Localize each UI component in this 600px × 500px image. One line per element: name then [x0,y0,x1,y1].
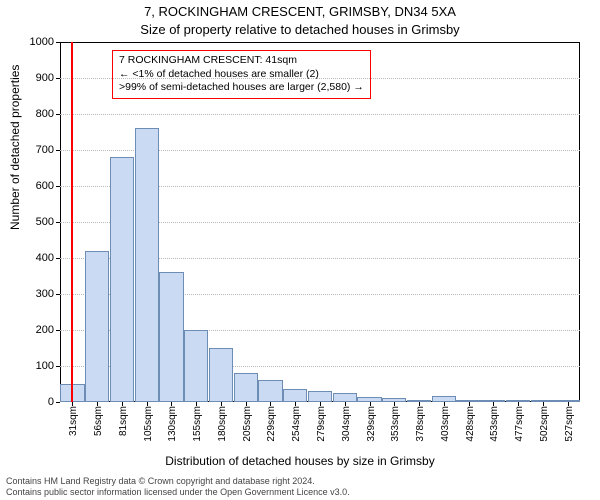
annotation-line: >99% of semi-detached houses are larger … [119,81,364,95]
x-tick-label: 105sqm [143,406,154,442]
histogram-bar [159,272,183,402]
gridline [60,114,580,115]
x-tick-label: 254sqm [291,406,302,442]
histogram-bar [308,391,332,402]
x-tick-label: 130sqm [167,406,178,442]
chart-title-address: 7, ROCKINGHAM CRESCENT, GRIMSBY, DN34 5X… [0,4,600,19]
plot-area: 7 ROCKINGHAM CRESCENT: 41sqm← <1% of det… [60,42,580,402]
x-tick-label: 155sqm [192,406,203,442]
x-tick-label: 353sqm [390,406,401,442]
footer-line-2: Contains public sector information licen… [6,487,350,498]
y-tick-mark [56,402,60,403]
x-tick-mark [518,402,519,406]
y-tick-mark [56,150,60,151]
y-tick-label: 100 [36,360,54,372]
x-tick-mark [493,402,494,406]
histogram-bar [85,251,109,402]
gridline [60,78,580,79]
x-tick-label: 304sqm [341,406,352,442]
y-tick-mark [56,42,60,43]
histogram-bar [234,373,258,402]
y-tick-label: 600 [36,180,54,192]
x-tick-mark [295,402,296,406]
x-axis-label: Distribution of detached houses by size … [0,454,600,468]
y-tick-mark [56,222,60,223]
x-tick-label: 205sqm [242,406,253,442]
y-tick-label: 500 [36,216,54,228]
y-tick-label: 1000 [30,36,54,48]
x-tick-mark [221,402,222,406]
x-tick-label: 477sqm [514,406,525,442]
histogram-bar [110,157,134,402]
histogram-bar [209,348,233,402]
x-tick-mark [246,402,247,406]
histogram-bar [135,128,159,402]
y-tick-mark [56,294,60,295]
x-tick-mark [370,402,371,406]
x-tick-mark [345,402,346,406]
x-tick-mark [171,402,172,406]
x-tick-label: 229sqm [266,406,277,442]
y-tick-mark [56,186,60,187]
x-tick-label: 31sqm [68,406,79,436]
x-tick-label: 378sqm [415,406,426,442]
y-tick-label: 800 [36,108,54,120]
x-tick-mark [97,402,98,406]
y-tick-label: 200 [36,324,54,336]
x-tick-label: 329sqm [366,406,377,442]
x-tick-mark [270,402,271,406]
histogram-bar [283,389,307,402]
reference-line [71,42,73,402]
y-tick-mark [56,366,60,367]
chart-container: 7, ROCKINGHAM CRESCENT, GRIMSBY, DN34 5X… [0,0,600,500]
x-tick-mark [568,402,569,406]
histogram-bar [184,330,208,402]
y-tick-mark [56,78,60,79]
histogram-bar [333,393,357,402]
x-tick-label: 502sqm [539,406,550,442]
histogram-bar [258,380,282,402]
x-tick-mark [394,402,395,406]
y-tick-mark [56,114,60,115]
footer-attribution: Contains HM Land Registry data © Crown c… [6,476,350,498]
footer-line-1: Contains HM Land Registry data © Crown c… [6,476,350,487]
y-tick-label: 0 [48,396,54,408]
x-tick-label: 56sqm [93,406,104,436]
x-tick-label: 403sqm [440,406,451,442]
annotation-line: ← <1% of detached houses are smaller (2) [119,68,364,82]
chart-subtitle: Size of property relative to detached ho… [0,22,600,37]
x-tick-mark [196,402,197,406]
x-tick-label: 81sqm [118,406,129,436]
y-tick-label: 700 [36,144,54,156]
y-tick-label: 400 [36,252,54,264]
x-tick-mark [122,402,123,406]
y-tick-mark [56,258,60,259]
annotation-box: 7 ROCKINGHAM CRESCENT: 41sqm← <1% of det… [112,50,371,99]
x-tick-mark [444,402,445,406]
x-tick-mark [419,402,420,406]
y-tick-label: 900 [36,72,54,84]
x-tick-mark [543,402,544,406]
annotation-line: 7 ROCKINGHAM CRESCENT: 41sqm [119,54,364,68]
x-tick-mark [320,402,321,406]
x-tick-mark [72,402,73,406]
x-tick-label: 527sqm [564,406,575,442]
y-tick-mark [56,330,60,331]
x-tick-label: 453sqm [489,406,500,442]
y-axis-label: Number of detached properties [8,65,22,230]
x-tick-label: 279sqm [316,406,327,442]
x-tick-mark [469,402,470,406]
x-tick-label: 180sqm [217,406,228,442]
y-tick-label: 300 [36,288,54,300]
x-tick-label: 428sqm [465,406,476,442]
x-tick-mark [147,402,148,406]
